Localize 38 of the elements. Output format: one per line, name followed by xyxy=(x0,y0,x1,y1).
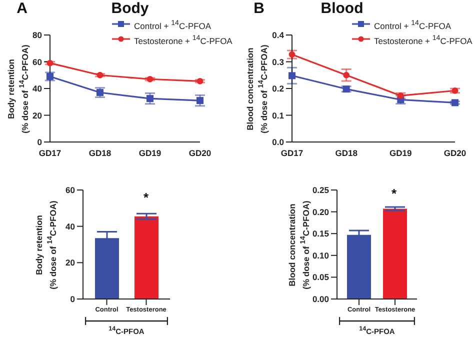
chart-title: Blood xyxy=(320,0,364,17)
x-tick-label: GD19 xyxy=(138,148,162,158)
y-tick-label: 20 xyxy=(66,258,76,268)
x-tick-label: GD17 xyxy=(38,148,62,158)
x-tick-label: GD17 xyxy=(280,148,304,158)
y-tick-label: 0 xyxy=(70,294,76,304)
y-tick-label: 60 xyxy=(32,56,42,67)
chart-title: Body xyxy=(111,0,149,17)
y-tick-label: 0.15 xyxy=(312,228,330,239)
x-tick-label: GD19 xyxy=(390,148,412,158)
y-tick-label: 0.05 xyxy=(312,272,330,282)
y-tick-label: 0 xyxy=(37,137,42,148)
y-tick-label: 0.1 xyxy=(272,110,284,120)
y-tick-label: 0.20 xyxy=(312,206,330,217)
y-tick-label: 60 xyxy=(66,185,76,196)
legend-label: Testosterone + $^{14}$C-PFOA xyxy=(374,32,472,47)
x-tick-label: GD18 xyxy=(88,148,112,158)
text: B xyxy=(254,0,264,17)
y-tick-label: 0.00 xyxy=(312,294,330,304)
text: A xyxy=(16,0,28,17)
y-tick-label: 80 xyxy=(32,30,42,40)
y-tick-label: 0.0 xyxy=(272,137,284,148)
y-tick-label: 20 xyxy=(32,110,42,120)
y-tick-label: 0.10 xyxy=(312,250,330,260)
y-tick-label: 40 xyxy=(66,221,76,232)
annotation: * xyxy=(143,190,149,205)
legend-label: Testosterone + $^{14}$C-PFOA xyxy=(134,32,232,47)
x-tick-label: GD20 xyxy=(188,148,212,158)
y-tick-label: 0.4 xyxy=(272,30,284,40)
legend-label: Control + $^{14}$C-PFOA xyxy=(374,18,452,32)
y-tick-label: 0.3 xyxy=(272,56,284,67)
y-tick-label: 0.2 xyxy=(272,84,284,94)
annotation: * xyxy=(391,186,397,201)
y-tick-label: 40 xyxy=(32,84,42,94)
x-tick-label: GD18 xyxy=(335,148,358,158)
y-tick-label: 0.25 xyxy=(312,185,330,196)
legend-label: Control + $^{14}$C-PFOA xyxy=(134,18,212,32)
x-tick-label: GD20 xyxy=(444,148,466,158)
